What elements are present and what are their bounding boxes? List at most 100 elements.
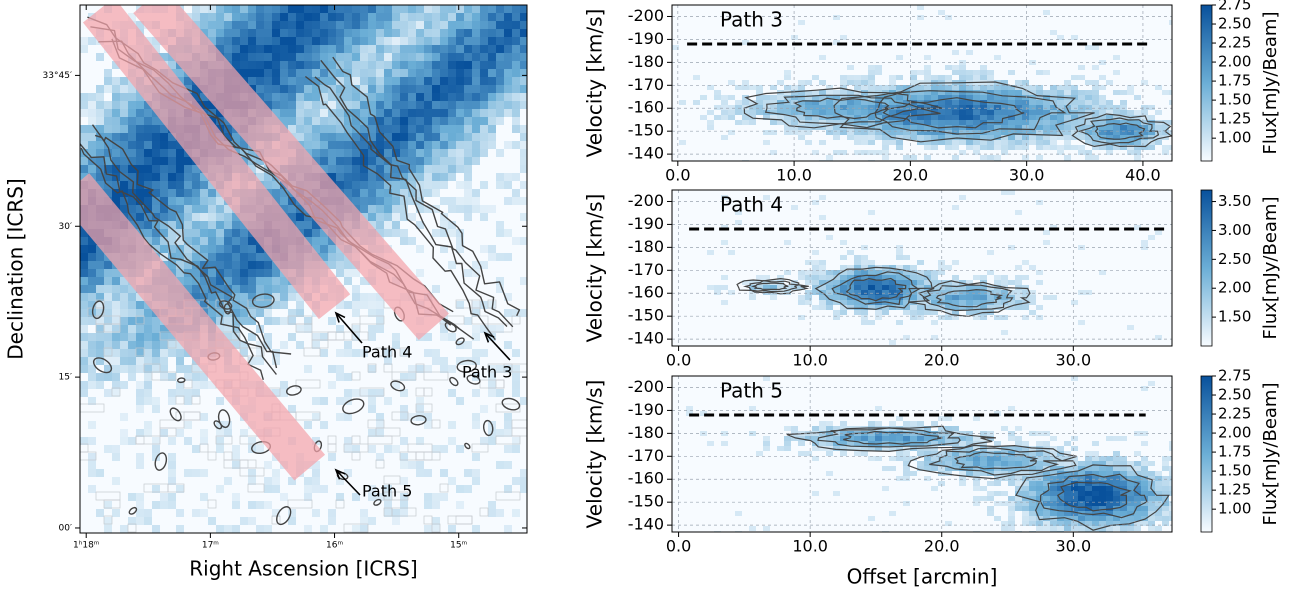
sky-map-pixel xyxy=(296,37,304,45)
sky-map-pixel xyxy=(208,29,216,37)
sky-map-pixel xyxy=(432,173,440,181)
sky-map-pixel xyxy=(464,469,472,477)
pv-pixel xyxy=(889,285,896,290)
pv-pixel xyxy=(1120,516,1127,521)
sky-map-pixel xyxy=(160,245,168,253)
pv-pixel xyxy=(854,115,861,120)
sky-map-pixel xyxy=(192,189,200,197)
sky-map-pixel xyxy=(80,245,88,253)
sky-map-pixel xyxy=(496,149,504,157)
pv-pixel xyxy=(1036,471,1043,476)
sky-map-pixel xyxy=(192,509,200,517)
pv-pixel xyxy=(791,426,798,431)
pv-pixel xyxy=(917,285,924,290)
sky-map-pixel xyxy=(384,229,392,237)
sky-map-pixel xyxy=(104,141,112,149)
sky-map-pixel xyxy=(456,197,464,205)
pv-pixel xyxy=(1148,115,1155,120)
pv-pixel xyxy=(952,100,959,105)
pv-pixel xyxy=(1029,265,1036,270)
sky-map-pixel xyxy=(368,37,376,45)
sky-map-pixel xyxy=(232,293,240,301)
sky-map-pixel xyxy=(280,13,288,21)
sky-map-pixel xyxy=(192,197,200,205)
pv-pixel xyxy=(1043,145,1050,150)
pv-pixel xyxy=(1029,120,1036,125)
sky-map-pixel xyxy=(432,501,440,509)
sky-map-pixel xyxy=(312,101,320,109)
pv-pixel xyxy=(1085,476,1092,481)
pv-pixel xyxy=(987,90,994,95)
pv-pixel xyxy=(924,130,931,135)
sky-map-pixel xyxy=(384,29,392,37)
pv-pixel xyxy=(910,280,917,285)
sky-map-pixel xyxy=(320,157,328,165)
pv-pixel xyxy=(1113,125,1120,130)
pv-pixel xyxy=(1113,145,1120,150)
pv-pixel xyxy=(1029,511,1036,516)
sky-map-pixel xyxy=(304,93,312,101)
pv-pixel xyxy=(812,436,819,441)
pv-pixel xyxy=(903,135,910,140)
sky-map-pixel xyxy=(352,389,360,397)
sky-map-pixel xyxy=(80,157,88,165)
noise-outline xyxy=(455,515,473,525)
sky-map-pixel xyxy=(160,205,168,213)
pv-pixel xyxy=(742,40,749,45)
pv-pixel xyxy=(840,431,847,436)
pv-pixel xyxy=(1127,145,1134,150)
pv-pixel xyxy=(910,265,917,270)
pv-pixel xyxy=(777,120,784,125)
sky-map-pixel xyxy=(120,413,128,421)
sky-map-pixel xyxy=(136,149,144,157)
sky-map-pixel xyxy=(464,157,472,165)
sky-map-pixel xyxy=(352,325,360,333)
sky-map-pixel xyxy=(472,149,480,157)
sky-map-pixel xyxy=(496,29,504,37)
pv-pixel xyxy=(1029,140,1036,145)
sky-map-pixel xyxy=(88,485,96,493)
pv-pixel xyxy=(805,300,812,305)
pv-pixel xyxy=(1092,506,1099,511)
sky-map-pixel xyxy=(376,413,384,421)
sky-map-pixel xyxy=(104,165,112,173)
pv-pixel xyxy=(1022,471,1029,476)
pv-pixel xyxy=(1134,150,1141,155)
pv-pixel xyxy=(749,290,756,295)
pv-pixel xyxy=(987,115,994,120)
sky-map-pixel xyxy=(480,405,488,413)
sky-map-frame xyxy=(79,4,528,534)
sky-map-pixel xyxy=(424,181,432,189)
sky-map-pixel xyxy=(328,381,336,389)
pv-pixel xyxy=(882,446,889,451)
path-strip-5 xyxy=(80,173,326,481)
sky-map-pixel xyxy=(104,125,112,133)
sky-map-pixel xyxy=(448,173,456,181)
pv-pixel xyxy=(847,110,854,115)
sky-map-pixel xyxy=(208,5,216,13)
sky-map-pixel xyxy=(128,13,136,21)
sky-map-pixel xyxy=(496,13,504,21)
pv-pixel xyxy=(1015,95,1022,100)
sky-map-pixel xyxy=(496,117,504,125)
pv-pixel xyxy=(707,110,714,115)
pv-pixel xyxy=(1036,135,1043,140)
sky-map-pixel xyxy=(328,117,336,125)
sky-map-pixel xyxy=(144,397,152,405)
pv-pixel xyxy=(812,280,819,285)
sky-map-pixel xyxy=(384,213,392,221)
sky-map-pixel xyxy=(408,85,416,93)
sky-map-pixel xyxy=(328,261,336,269)
pv-pixel xyxy=(1092,45,1099,50)
sky-map-pixel xyxy=(272,109,280,117)
pv-pixel xyxy=(987,130,994,135)
pv-pixel xyxy=(966,290,973,295)
pv-pixel xyxy=(1155,125,1162,130)
pv-pixel xyxy=(1015,130,1022,135)
sky-map-pixel xyxy=(104,189,112,197)
sky-map-pixel xyxy=(208,285,216,293)
pv-pixel xyxy=(826,280,833,285)
sky-map-pixel xyxy=(240,245,248,253)
sky-map-pixel xyxy=(520,125,527,133)
sky-map-pixel xyxy=(424,77,432,85)
